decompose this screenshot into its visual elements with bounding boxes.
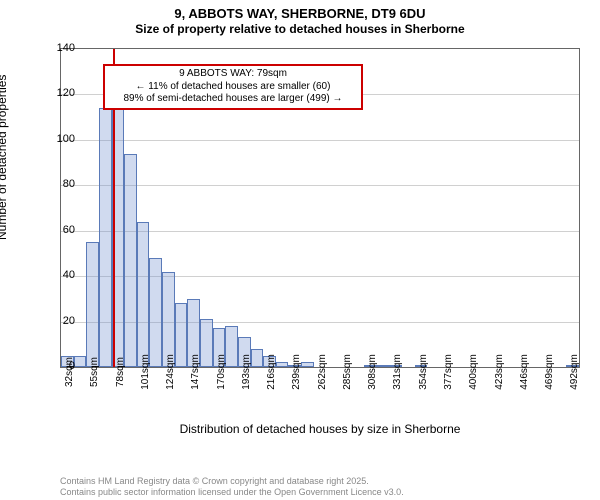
x-tick-label: 423sqm: [494, 354, 505, 390]
x-tick-label: 354sqm: [418, 354, 429, 390]
x-tick-label: 170sqm: [216, 354, 227, 390]
x-tick-label: 216sqm: [266, 354, 277, 390]
histogram-bar: [99, 108, 112, 367]
y-tick-label: 80: [45, 178, 75, 190]
x-tick-label: 377sqm: [443, 354, 454, 390]
x-tick-label: 446sqm: [519, 354, 530, 390]
x-tick-label: 32sqm: [64, 357, 75, 387]
x-tick-label: 262sqm: [317, 354, 328, 390]
y-tick-label: 60: [45, 224, 75, 236]
x-tick-label: 78sqm: [115, 357, 126, 387]
x-tick-label: 193sqm: [241, 354, 252, 390]
x-tick-label: 124sqm: [165, 354, 176, 390]
histogram-bar: [251, 349, 264, 367]
chart-title: 9, ABBOTS WAY, SHERBORNE, DT9 6DU: [0, 6, 600, 22]
x-tick-label: 55sqm: [89, 357, 100, 387]
x-tick-label: 469sqm: [544, 354, 555, 390]
y-tick-label: 40: [45, 269, 75, 281]
y-tick-label: 20: [45, 315, 75, 327]
annot-line-1: 9 ABBOTS WAY: 79sqm: [111, 68, 355, 81]
histogram-bar: [86, 242, 99, 367]
annot-line-2: ← 11% of detached houses are smaller (60…: [111, 81, 355, 94]
x-tick-label: 239sqm: [291, 354, 302, 390]
footer-attribution: Contains HM Land Registry data © Crown c…: [60, 476, 404, 498]
footer-line-2: Contains public sector information licen…: [60, 487, 404, 498]
y-tick-label: 140: [45, 42, 75, 54]
gridline-h: [61, 185, 579, 186]
y-axis-label: Number of detached properties: [0, 75, 9, 240]
x-axis-label: Distribution of detached houses by size …: [60, 422, 580, 436]
x-tick-label: 101sqm: [140, 354, 151, 390]
histogram-bar: [137, 222, 150, 367]
histogram-bar: [225, 326, 238, 367]
histogram-bar: [124, 154, 137, 368]
y-tick-label: 120: [45, 87, 75, 99]
chart-area: Number of detached properties 9 ABBOTS W…: [0, 40, 600, 440]
chart-title-block: 9, ABBOTS WAY, SHERBORNE, DT9 6DU Size o…: [0, 0, 600, 36]
annotation-box: 9 ABBOTS WAY: 79sqm← 11% of detached hou…: [103, 64, 363, 110]
x-tick-label: 400sqm: [468, 354, 479, 390]
histogram-bar: [162, 272, 175, 367]
annot-line-3: 89% of semi-detached houses are larger (…: [111, 93, 355, 106]
x-tick-label: 285sqm: [342, 354, 353, 390]
histogram-bar: [149, 258, 162, 367]
y-tick-label: 100: [45, 133, 75, 145]
plot-area: 9 ABBOTS WAY: 79sqm← 11% of detached hou…: [60, 48, 580, 368]
chart-subtitle: Size of property relative to detached ho…: [0, 22, 600, 36]
footer-line-1: Contains HM Land Registry data © Crown c…: [60, 476, 404, 487]
x-tick-label: 147sqm: [190, 354, 201, 390]
x-tick-label: 331sqm: [392, 354, 403, 390]
histogram-bar: [301, 362, 314, 367]
gridline-h: [61, 140, 579, 141]
histogram-bar: [276, 362, 289, 367]
histogram-bar: [175, 303, 188, 367]
x-tick-label: 492sqm: [569, 354, 580, 390]
histogram-bar: [377, 365, 390, 367]
histogram-bar: [74, 356, 87, 367]
x-tick-label: 308sqm: [367, 354, 378, 390]
histogram-bar: [200, 319, 213, 367]
